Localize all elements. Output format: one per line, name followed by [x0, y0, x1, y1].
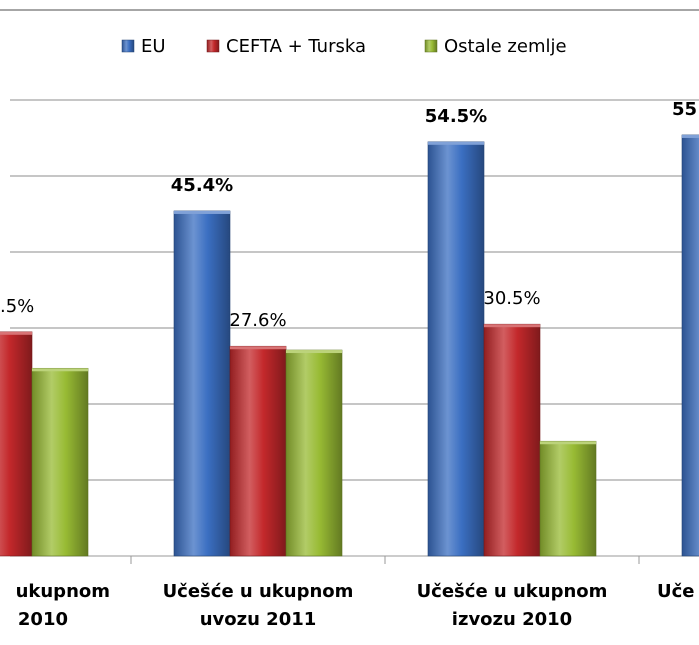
bar-top: [540, 441, 596, 445]
bar-top: [484, 324, 540, 328]
bar: [427, 141, 485, 557]
x-tick-label: Učešće u ukupnom: [163, 581, 354, 602]
legend-label: CEFTA + Turska: [226, 36, 366, 57]
bar-top: [428, 141, 484, 145]
bar: [539, 440, 597, 557]
x-tick-label: Učešće u ukupnom: [417, 581, 608, 602]
x-tick-label: izvozu 2010: [452, 609, 572, 630]
legend-swatch: [424, 39, 438, 53]
bar: [0, 331, 33, 557]
bar: [285, 349, 343, 557]
legend-label: EU: [141, 36, 166, 57]
bar: [229, 345, 287, 557]
x-tick-label: 2010: [18, 609, 68, 630]
x-tick-label: Uče: [657, 581, 695, 602]
bar: [681, 134, 699, 557]
legend-swatch: [121, 39, 135, 53]
bar-top: [174, 210, 230, 214]
data-label: .5%: [0, 296, 34, 317]
x-tick-label: uvozu 2011: [200, 609, 317, 630]
data-label: 30.5%: [483, 288, 540, 309]
bar-top: [286, 350, 342, 354]
legend-label: Ostale zemlje: [444, 36, 567, 57]
bar: [31, 367, 89, 557]
data-label: 27.6%: [229, 310, 286, 331]
bar: [173, 210, 231, 557]
bar: [483, 323, 541, 557]
data-label: 54.5%: [425, 106, 487, 127]
data-label: 45.4%: [171, 175, 233, 196]
bar-top: [230, 346, 286, 350]
bar-top: [682, 134, 699, 138]
bar-top: [32, 368, 88, 372]
x-tick-label: ukupnom: [16, 581, 110, 602]
bar-top: [0, 331, 32, 335]
data-label: 55: [672, 99, 697, 120]
legend-swatch: [206, 39, 220, 53]
